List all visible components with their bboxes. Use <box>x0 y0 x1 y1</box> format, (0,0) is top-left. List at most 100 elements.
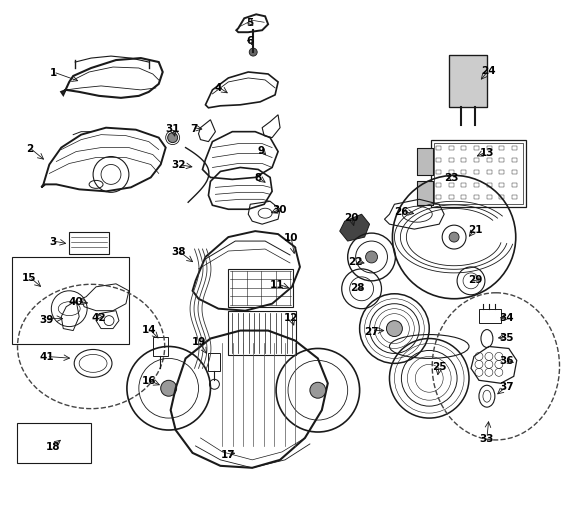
Bar <box>512 171 517 175</box>
Text: 7: 7 <box>190 123 197 133</box>
Bar <box>12 258 129 345</box>
Bar <box>449 183 454 187</box>
Text: 36: 36 <box>499 356 514 366</box>
Bar <box>479 309 501 323</box>
Bar <box>152 337 168 357</box>
Bar <box>462 159 466 163</box>
Bar <box>462 183 466 187</box>
Bar <box>228 269 293 307</box>
Bar <box>512 146 517 150</box>
Text: 31: 31 <box>165 123 180 133</box>
Bar <box>487 183 492 187</box>
Bar <box>474 183 479 187</box>
Text: 5: 5 <box>247 18 254 28</box>
Text: 18: 18 <box>46 441 61 451</box>
Text: 13: 13 <box>480 147 494 157</box>
Text: 23: 23 <box>444 173 459 183</box>
Circle shape <box>365 251 378 264</box>
Bar <box>449 196 454 200</box>
Bar <box>431 140 526 208</box>
Polygon shape <box>340 215 370 241</box>
Text: 15: 15 <box>22 272 37 282</box>
Text: 21: 21 <box>468 225 482 235</box>
Bar <box>474 159 479 163</box>
Bar <box>436 146 441 150</box>
Bar <box>417 182 433 206</box>
Bar <box>499 159 504 163</box>
Bar <box>417 182 433 206</box>
Bar <box>449 171 454 175</box>
Text: 32: 32 <box>171 160 186 170</box>
Bar <box>499 171 504 175</box>
Text: 40: 40 <box>69 296 83 306</box>
Circle shape <box>168 133 178 143</box>
Bar <box>487 159 492 163</box>
Bar <box>449 146 454 150</box>
Text: 1: 1 <box>49 68 57 78</box>
Bar <box>449 159 454 163</box>
Text: 10: 10 <box>284 233 298 242</box>
Text: 24: 24 <box>481 66 496 76</box>
Text: 4: 4 <box>215 83 222 93</box>
Text: 6: 6 <box>247 36 254 46</box>
Bar <box>474 171 479 175</box>
Bar <box>462 196 466 200</box>
Bar <box>512 196 517 200</box>
Text: 33: 33 <box>480 433 494 443</box>
Text: 34: 34 <box>499 312 514 322</box>
Text: 8: 8 <box>254 173 262 183</box>
Bar <box>499 146 504 150</box>
Bar <box>462 171 466 175</box>
Circle shape <box>310 382 326 398</box>
Bar <box>449 56 487 108</box>
Text: 19: 19 <box>191 336 205 346</box>
Text: 9: 9 <box>258 145 265 155</box>
Text: 25: 25 <box>432 362 446 372</box>
Text: 39: 39 <box>39 314 54 324</box>
Text: 14: 14 <box>141 324 156 334</box>
Bar <box>436 171 441 175</box>
Text: 30: 30 <box>273 205 288 215</box>
Bar <box>512 183 517 187</box>
Text: 41: 41 <box>39 351 54 362</box>
Bar <box>487 196 492 200</box>
Bar <box>436 159 441 163</box>
Bar <box>228 311 296 356</box>
Circle shape <box>449 233 459 242</box>
Text: 27: 27 <box>364 326 379 336</box>
Bar <box>487 171 492 175</box>
Bar <box>69 233 109 255</box>
Bar <box>512 159 517 163</box>
Bar <box>16 423 91 463</box>
Circle shape <box>161 381 176 396</box>
Circle shape <box>386 321 402 337</box>
Text: 12: 12 <box>284 312 298 322</box>
Bar <box>417 148 433 176</box>
Text: 20: 20 <box>345 213 359 223</box>
Text: 28: 28 <box>350 282 365 292</box>
Bar <box>499 196 504 200</box>
Text: 2: 2 <box>26 143 33 154</box>
Bar <box>417 148 433 176</box>
Text: 26: 26 <box>394 207 409 217</box>
Bar <box>499 183 504 187</box>
Circle shape <box>249 49 257 57</box>
Text: 42: 42 <box>92 312 107 322</box>
Text: 37: 37 <box>499 381 514 391</box>
Bar <box>474 146 479 150</box>
Text: 38: 38 <box>171 246 186 257</box>
Text: 3: 3 <box>49 236 57 246</box>
Bar <box>487 146 492 150</box>
Bar <box>208 354 221 372</box>
Text: 35: 35 <box>499 332 514 342</box>
Text: 16: 16 <box>141 376 156 385</box>
Bar <box>474 196 479 200</box>
Text: 22: 22 <box>349 257 363 267</box>
Bar <box>436 183 441 187</box>
Bar <box>449 56 487 108</box>
Bar <box>434 143 523 205</box>
Text: 11: 11 <box>270 279 285 289</box>
Text: 17: 17 <box>221 449 236 459</box>
Bar <box>462 146 466 150</box>
Bar <box>436 196 441 200</box>
